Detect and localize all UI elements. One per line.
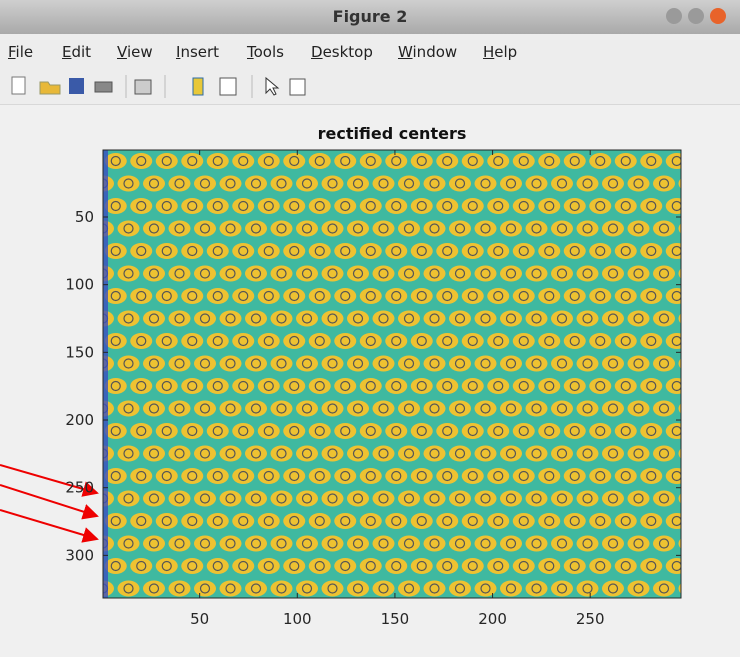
x-tick-label: 200 <box>478 610 507 628</box>
chart-title: rectified centers <box>318 124 467 143</box>
menu-item[interactable]: View <box>117 43 153 61</box>
menu-item[interactable]: Window <box>398 43 457 61</box>
menu-bar: File Edit View Insert Tools Desktop Window Help <box>0 34 740 68</box>
menu-item[interactable]: Edit <box>62 43 91 61</box>
x-tick-label: 100 <box>283 610 312 628</box>
annotation-arrows <box>0 465 97 539</box>
menu-item[interactable]: File <box>8 43 33 61</box>
menu-item[interactable]: Help <box>483 43 517 61</box>
image <box>103 150 681 598</box>
menu-item[interactable]: Tools <box>247 43 284 61</box>
window-buttons[interactable] <box>660 0 740 34</box>
toolbar-icons[interactable] <box>0 68 320 104</box>
x-tick-label: 250 <box>576 610 605 628</box>
title-bar: Figure 2 <box>0 0 740 34</box>
y-tick-label: 200 <box>65 411 94 429</box>
y-tick-label: 100 <box>65 276 94 294</box>
x-tick-label: 150 <box>381 610 410 628</box>
x-tick-label: 50 <box>190 610 209 628</box>
menu-item[interactable]: Insert <box>176 43 219 61</box>
y-tick-label: 300 <box>65 546 94 564</box>
figure-window: Figure 2 File Edit View Insert Tools Desktop W… <box>0 0 740 657</box>
toolbar <box>0 68 740 105</box>
plot-area: rectified centers 50 100 150 200 250 50 100 150… <box>0 105 740 657</box>
y-tick-label: 250 <box>65 479 94 497</box>
y-tick-label: 50 <box>75 208 94 226</box>
menu-item[interactable]: Desktop <box>311 43 373 61</box>
y-tick-label: 150 <box>65 343 94 361</box>
window-title: Figure 2 <box>333 7 408 26</box>
